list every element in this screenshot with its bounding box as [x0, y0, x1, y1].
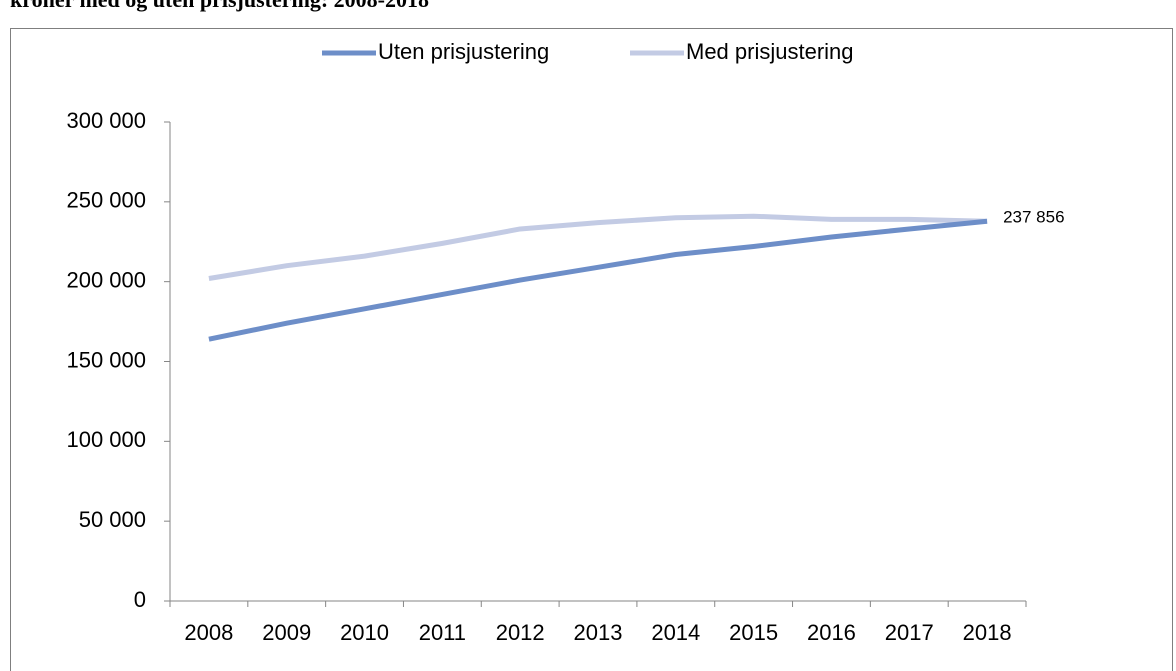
- series-line: [208, 218, 988, 342]
- chart-title: kroner med og uten prisjustering: 2008-2…: [10, 0, 429, 12]
- chart-border: [10, 28, 1173, 671]
- y-tick-label: 250 000: [66, 188, 146, 213]
- x-tick-label: 2012: [496, 620, 545, 645]
- x-tick-label: 2010: [340, 620, 389, 645]
- legend-label: Uten prisjustering: [378, 39, 549, 64]
- x-tick-label: 2011: [419, 620, 466, 645]
- data-label: 237 856: [1003, 208, 1064, 227]
- x-tick-label: 2016: [807, 620, 856, 645]
- y-tick-label: 150 000: [66, 347, 146, 372]
- series-line: [208, 213, 988, 281]
- y-tick-label: 50 000: [79, 507, 146, 532]
- y-tick-label: 100 000: [66, 427, 146, 452]
- x-tick-label: 2017: [885, 620, 934, 645]
- x-tick-label: 2018: [963, 620, 1012, 645]
- y-tick-label: 300 000: [66, 108, 146, 133]
- legend-label: Med prisjustering: [686, 39, 854, 64]
- x-tick-label: 2015: [729, 620, 778, 645]
- x-tick-label: 2009: [262, 620, 311, 645]
- x-tick-label: 2008: [184, 620, 233, 645]
- x-tick-label: 2013: [574, 620, 623, 645]
- y-tick-label: 200 000: [66, 267, 146, 292]
- y-tick-label: 0: [134, 587, 146, 612]
- x-tick-label: 2014: [651, 620, 700, 645]
